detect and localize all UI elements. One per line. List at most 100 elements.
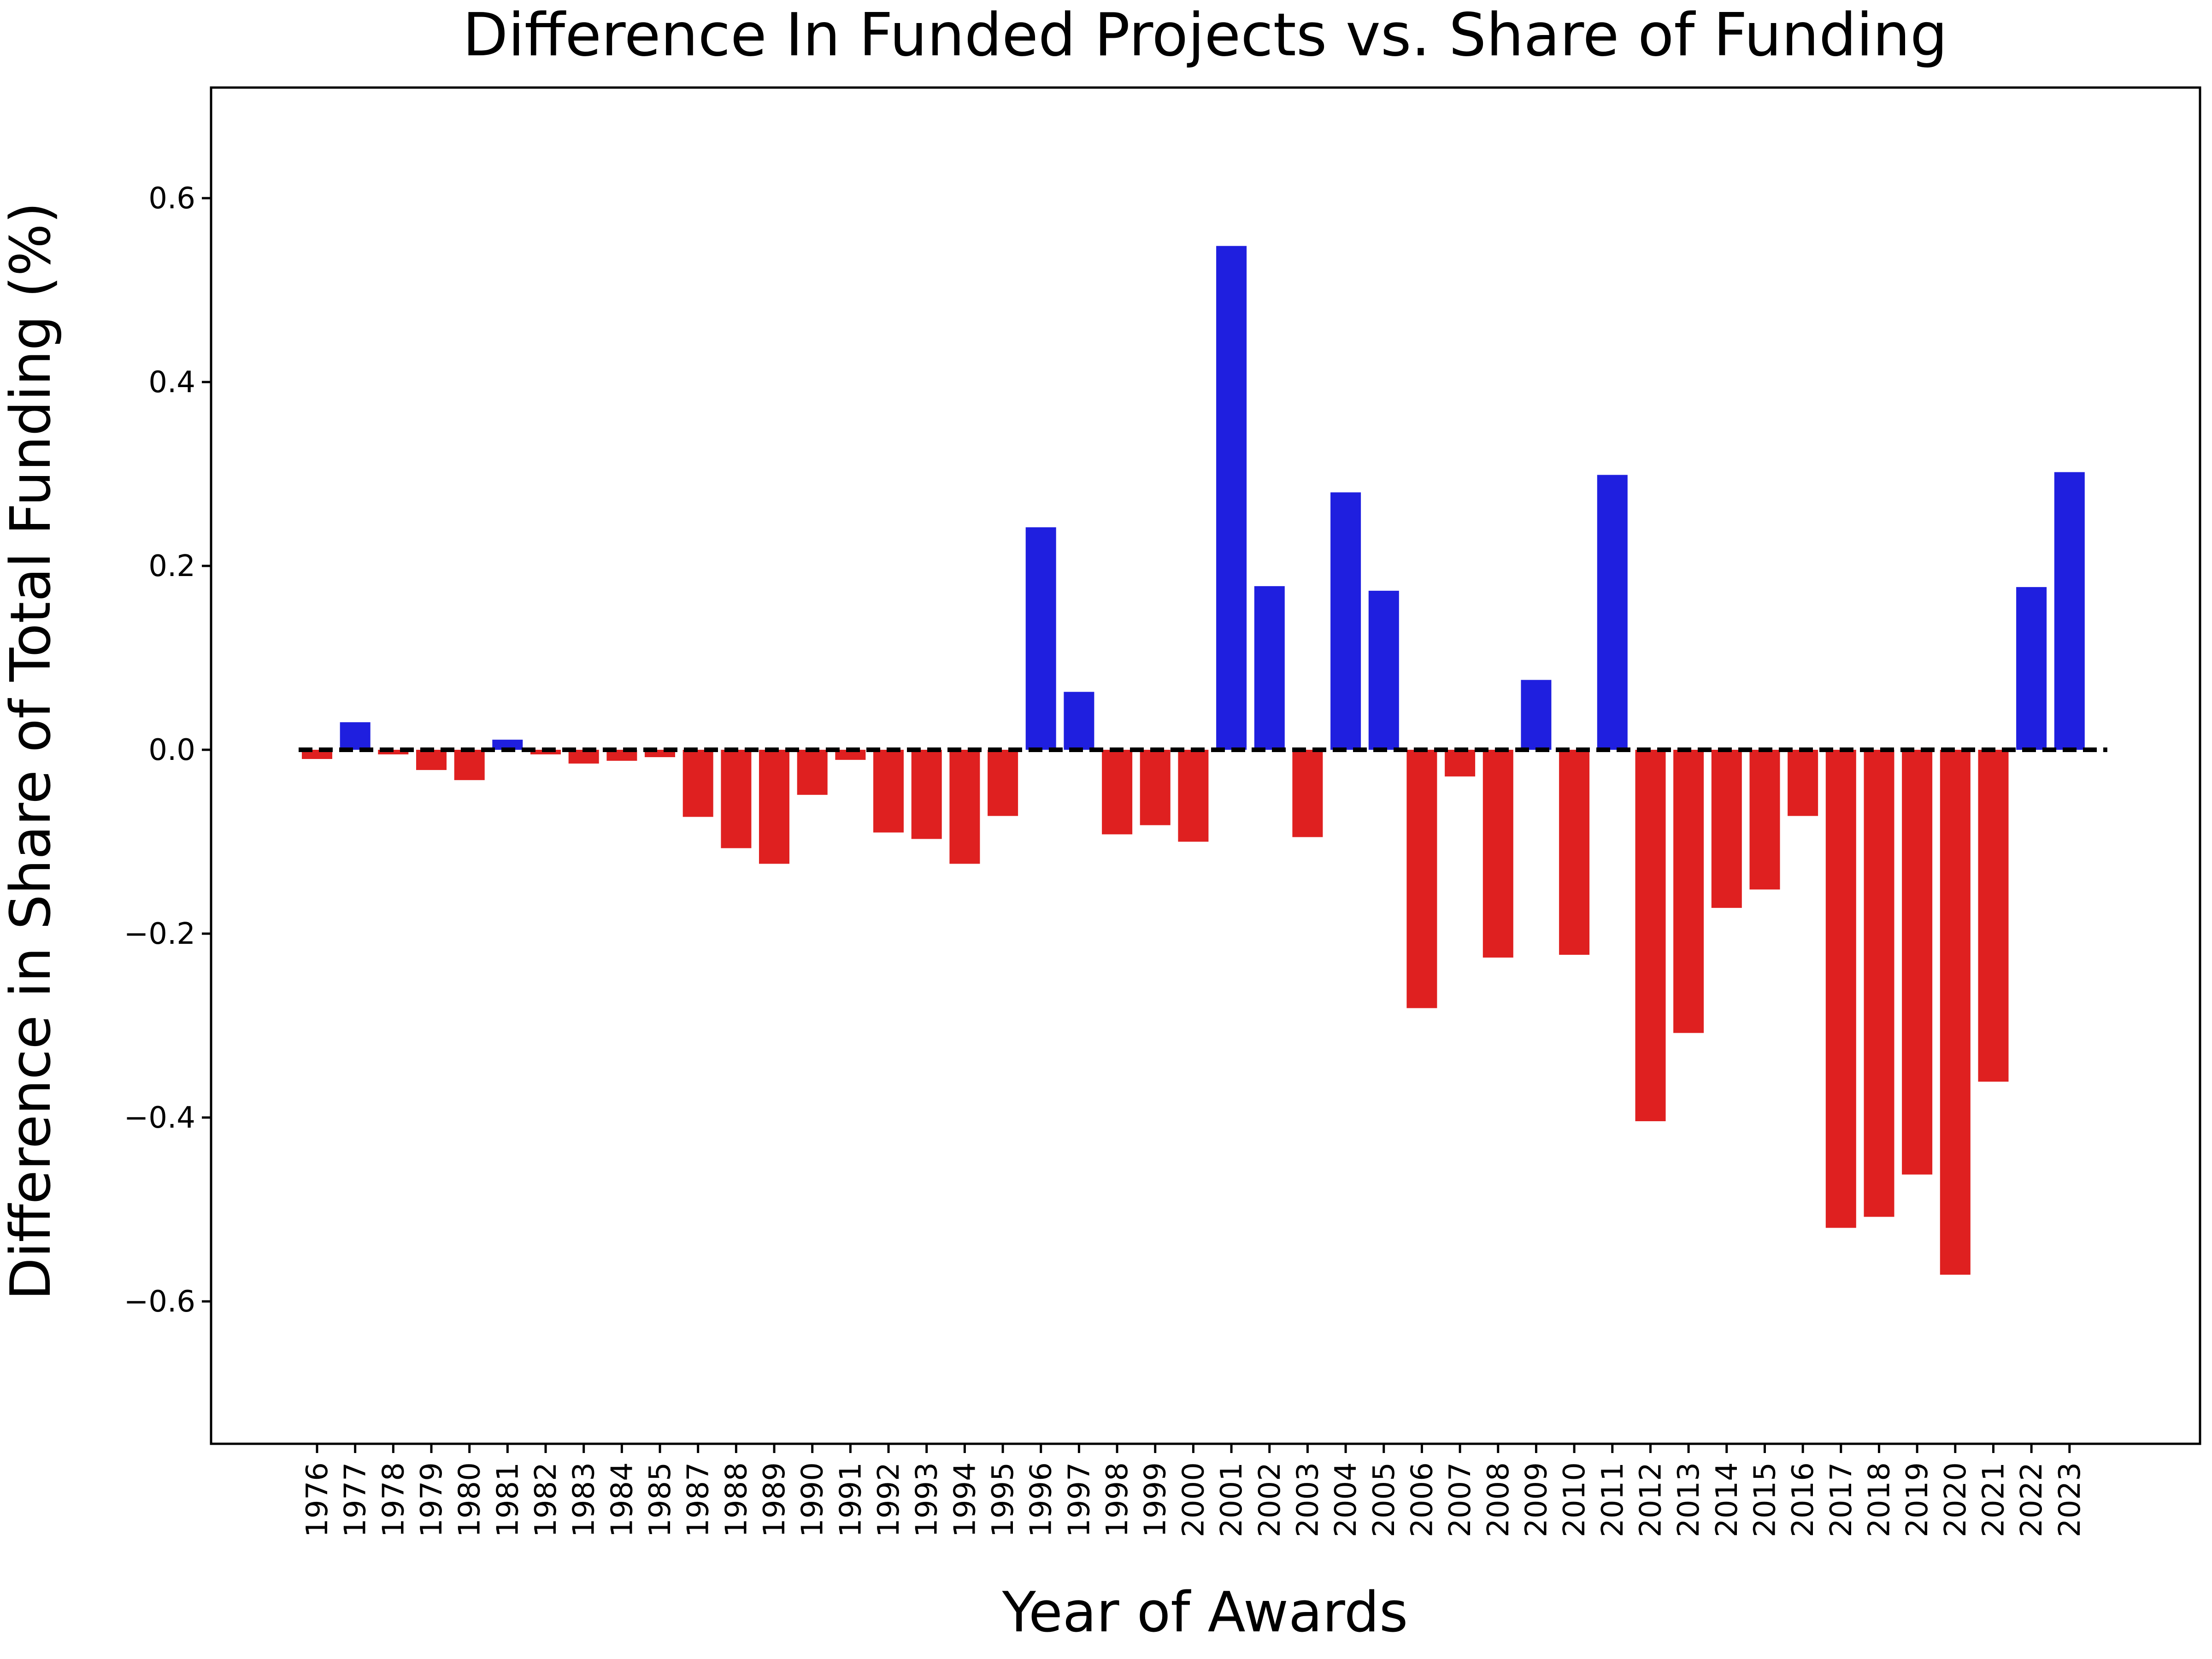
x-tick-label: 2020 [1939, 1462, 1973, 1537]
bar-1996 [1025, 527, 1056, 750]
y-tick-label: −0.6 [124, 1285, 195, 1319]
y-tick-label: −0.4 [124, 1101, 195, 1135]
bar-1993 [911, 750, 942, 839]
bar-1992 [873, 750, 904, 833]
bar-2010 [1559, 750, 1590, 955]
x-axis-ticks: 1976 1977 1978 1979 1980 1981 1982 1983 1984 1985… [300, 1444, 2087, 1537]
x-tick-label: 2002 [1253, 1462, 1287, 1537]
chart-title: Difference In Funded Projects vs. Share … [463, 1, 1947, 70]
x-tick-label: 1992 [872, 1462, 906, 1537]
x-tick-label: 2000 [1177, 1462, 1211, 1537]
x-tick-label: 2018 [1862, 1462, 1896, 1537]
bar-1994 [949, 750, 980, 864]
bar-2012 [1635, 750, 1666, 1121]
plot-frame [210, 86, 2201, 1445]
x-tick-label: 2001 [1215, 1462, 1249, 1537]
x-tick-label: 1987 [682, 1462, 716, 1537]
x-tick-label: 1997 [1062, 1462, 1096, 1537]
bar-1997 [1064, 692, 1094, 750]
x-tick-label: 1977 [339, 1462, 373, 1537]
bar-1995 [988, 750, 1018, 816]
y-tick-label: 0.0 [148, 733, 195, 767]
bar-2016 [1788, 750, 1818, 816]
y-tick-label: 0.4 [148, 365, 195, 400]
x-tick-label: 2016 [1786, 1462, 1820, 1537]
x-tick-label: 1996 [1024, 1462, 1059, 1537]
bar-1980 [454, 750, 485, 780]
bars-group [302, 246, 2085, 1275]
x-tick-label: 2005 [1367, 1462, 1401, 1537]
x-tick-label: 1982 [529, 1462, 563, 1537]
y-tick-label: 0.2 [148, 549, 195, 583]
x-tick-label: 2003 [1291, 1462, 1325, 1537]
bar-2002 [1254, 586, 1285, 750]
bar-2011 [1597, 475, 1628, 750]
bar-1988 [721, 750, 752, 848]
x-tick-label: 1989 [758, 1462, 792, 1537]
x-tick-label: 1998 [1100, 1462, 1135, 1537]
bar-2008 [1483, 750, 1513, 958]
x-tick-label: 1985 [643, 1462, 677, 1537]
x-tick-label: 1984 [605, 1462, 639, 1537]
bar-2013 [1673, 750, 1704, 1033]
bar-1990 [797, 750, 828, 795]
bar-1987 [682, 750, 713, 817]
bar-2000 [1178, 750, 1209, 842]
x-tick-label: 2007 [1443, 1462, 1477, 1537]
bar-1981 [492, 740, 523, 750]
bar-2020 [1940, 750, 1971, 1275]
bar-1989 [759, 750, 789, 864]
bar-2019 [1902, 750, 1933, 1175]
y-axis-ticks: 0.6 0.4 0.2 0.0 −0.2 −0.4 −0.6 [124, 182, 211, 1319]
bar-2004 [1330, 492, 1361, 750]
x-tick-label: 1993 [910, 1462, 944, 1537]
bar-2021 [1978, 750, 2009, 1082]
x-tick-label: 1978 [377, 1462, 411, 1537]
x-tick-label: 1976 [300, 1462, 335, 1537]
x-tick-label: 1981 [491, 1462, 525, 1537]
bar-2022 [2016, 587, 2047, 750]
bar-1999 [1140, 750, 1171, 825]
bar-2009 [1521, 680, 1552, 750]
x-tick-label: 1990 [796, 1462, 830, 1537]
bar-2017 [1825, 750, 1856, 1228]
bar-1977 [340, 722, 371, 750]
x-tick-label: 2012 [1634, 1462, 1668, 1537]
x-tick-label: 2019 [1900, 1462, 1935, 1537]
x-axis-label: Year of Awards [1002, 1581, 1408, 1645]
x-tick-label: 2009 [1519, 1462, 1553, 1537]
x-tick-label: 2021 [1977, 1462, 2011, 1537]
bar-1998 [1102, 750, 1133, 835]
bar-2003 [1292, 750, 1323, 837]
bar-1979 [416, 750, 447, 770]
bar-2015 [1749, 750, 1780, 890]
x-tick-label: 1983 [567, 1462, 601, 1537]
bar-2006 [1406, 750, 1437, 1008]
y-axis-label: Difference in Share of Total Funding (%) [0, 202, 63, 1300]
x-tick-label: 1979 [415, 1462, 449, 1537]
x-tick-label: 1988 [719, 1462, 753, 1537]
x-tick-label: 2014 [1710, 1462, 1744, 1537]
x-tick-label: 2006 [1405, 1462, 1439, 1537]
x-tick-label: 2017 [1824, 1462, 1859, 1537]
bar-2007 [1445, 750, 1476, 777]
bar-2023 [2054, 472, 2085, 750]
bar-1991 [835, 750, 866, 760]
x-tick-label: 2015 [1748, 1462, 1782, 1537]
x-tick-label: 2022 [2015, 1462, 2049, 1537]
x-tick-label: 1980 [453, 1462, 487, 1537]
x-tick-label: 1995 [986, 1462, 1020, 1537]
bar-2001 [1216, 246, 1247, 750]
bar-1984 [606, 750, 637, 761]
x-tick-label: 1999 [1139, 1462, 1173, 1537]
y-tick-label: 0.6 [148, 182, 195, 216]
x-tick-label: 2023 [2053, 1462, 2087, 1537]
bar-2014 [1711, 750, 1742, 908]
y-tick-label: −0.2 [124, 917, 195, 951]
x-tick-label: 2011 [1596, 1462, 1630, 1537]
x-tick-label: 2004 [1329, 1462, 1363, 1537]
x-tick-label: 2010 [1558, 1462, 1592, 1537]
x-tick-label: 2008 [1482, 1462, 1516, 1537]
x-tick-label: 2013 [1672, 1462, 1706, 1537]
